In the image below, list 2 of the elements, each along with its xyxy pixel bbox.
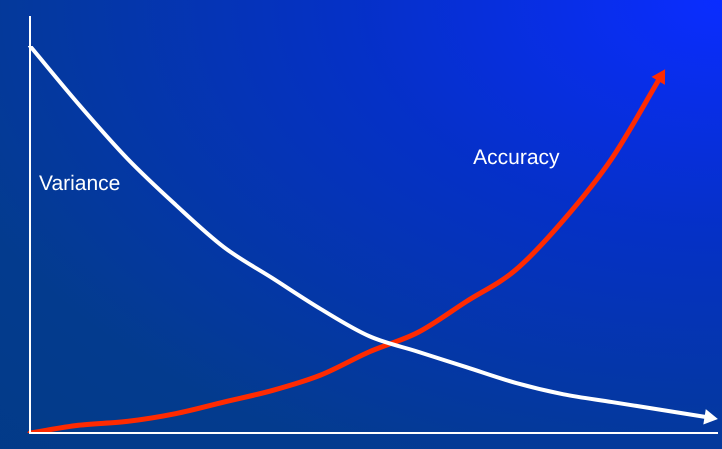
series-label: Accuracy [473, 146, 560, 169]
series-label: Variance [39, 172, 120, 196]
